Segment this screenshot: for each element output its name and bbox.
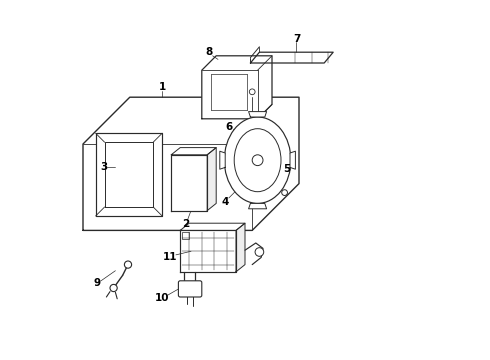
Circle shape — [124, 261, 132, 268]
Polygon shape — [248, 112, 267, 117]
Ellipse shape — [224, 117, 291, 203]
Polygon shape — [207, 148, 216, 211]
Text: 8: 8 — [205, 47, 213, 57]
Text: 11: 11 — [163, 252, 178, 262]
Text: 4: 4 — [221, 197, 229, 207]
Polygon shape — [202, 56, 272, 119]
Polygon shape — [180, 230, 236, 272]
Polygon shape — [96, 133, 162, 216]
Text: 5: 5 — [283, 164, 290, 174]
Text: 6: 6 — [225, 122, 232, 132]
Polygon shape — [290, 151, 295, 169]
Polygon shape — [171, 148, 216, 155]
Polygon shape — [250, 52, 333, 63]
Polygon shape — [83, 97, 299, 230]
Text: 7: 7 — [293, 33, 300, 44]
Text: 2: 2 — [182, 219, 189, 229]
Circle shape — [249, 89, 255, 95]
Circle shape — [110, 284, 117, 292]
Text: 3: 3 — [100, 162, 107, 172]
Text: 9: 9 — [93, 278, 100, 288]
Circle shape — [282, 190, 288, 195]
Text: 10: 10 — [155, 293, 170, 303]
Polygon shape — [248, 203, 267, 209]
Polygon shape — [171, 155, 207, 211]
Text: 1: 1 — [159, 82, 166, 92]
Circle shape — [255, 248, 264, 256]
Polygon shape — [236, 223, 245, 272]
Polygon shape — [220, 151, 225, 169]
FancyBboxPatch shape — [178, 281, 202, 297]
Polygon shape — [180, 223, 245, 230]
Bar — [182, 232, 189, 239]
Circle shape — [252, 155, 263, 166]
